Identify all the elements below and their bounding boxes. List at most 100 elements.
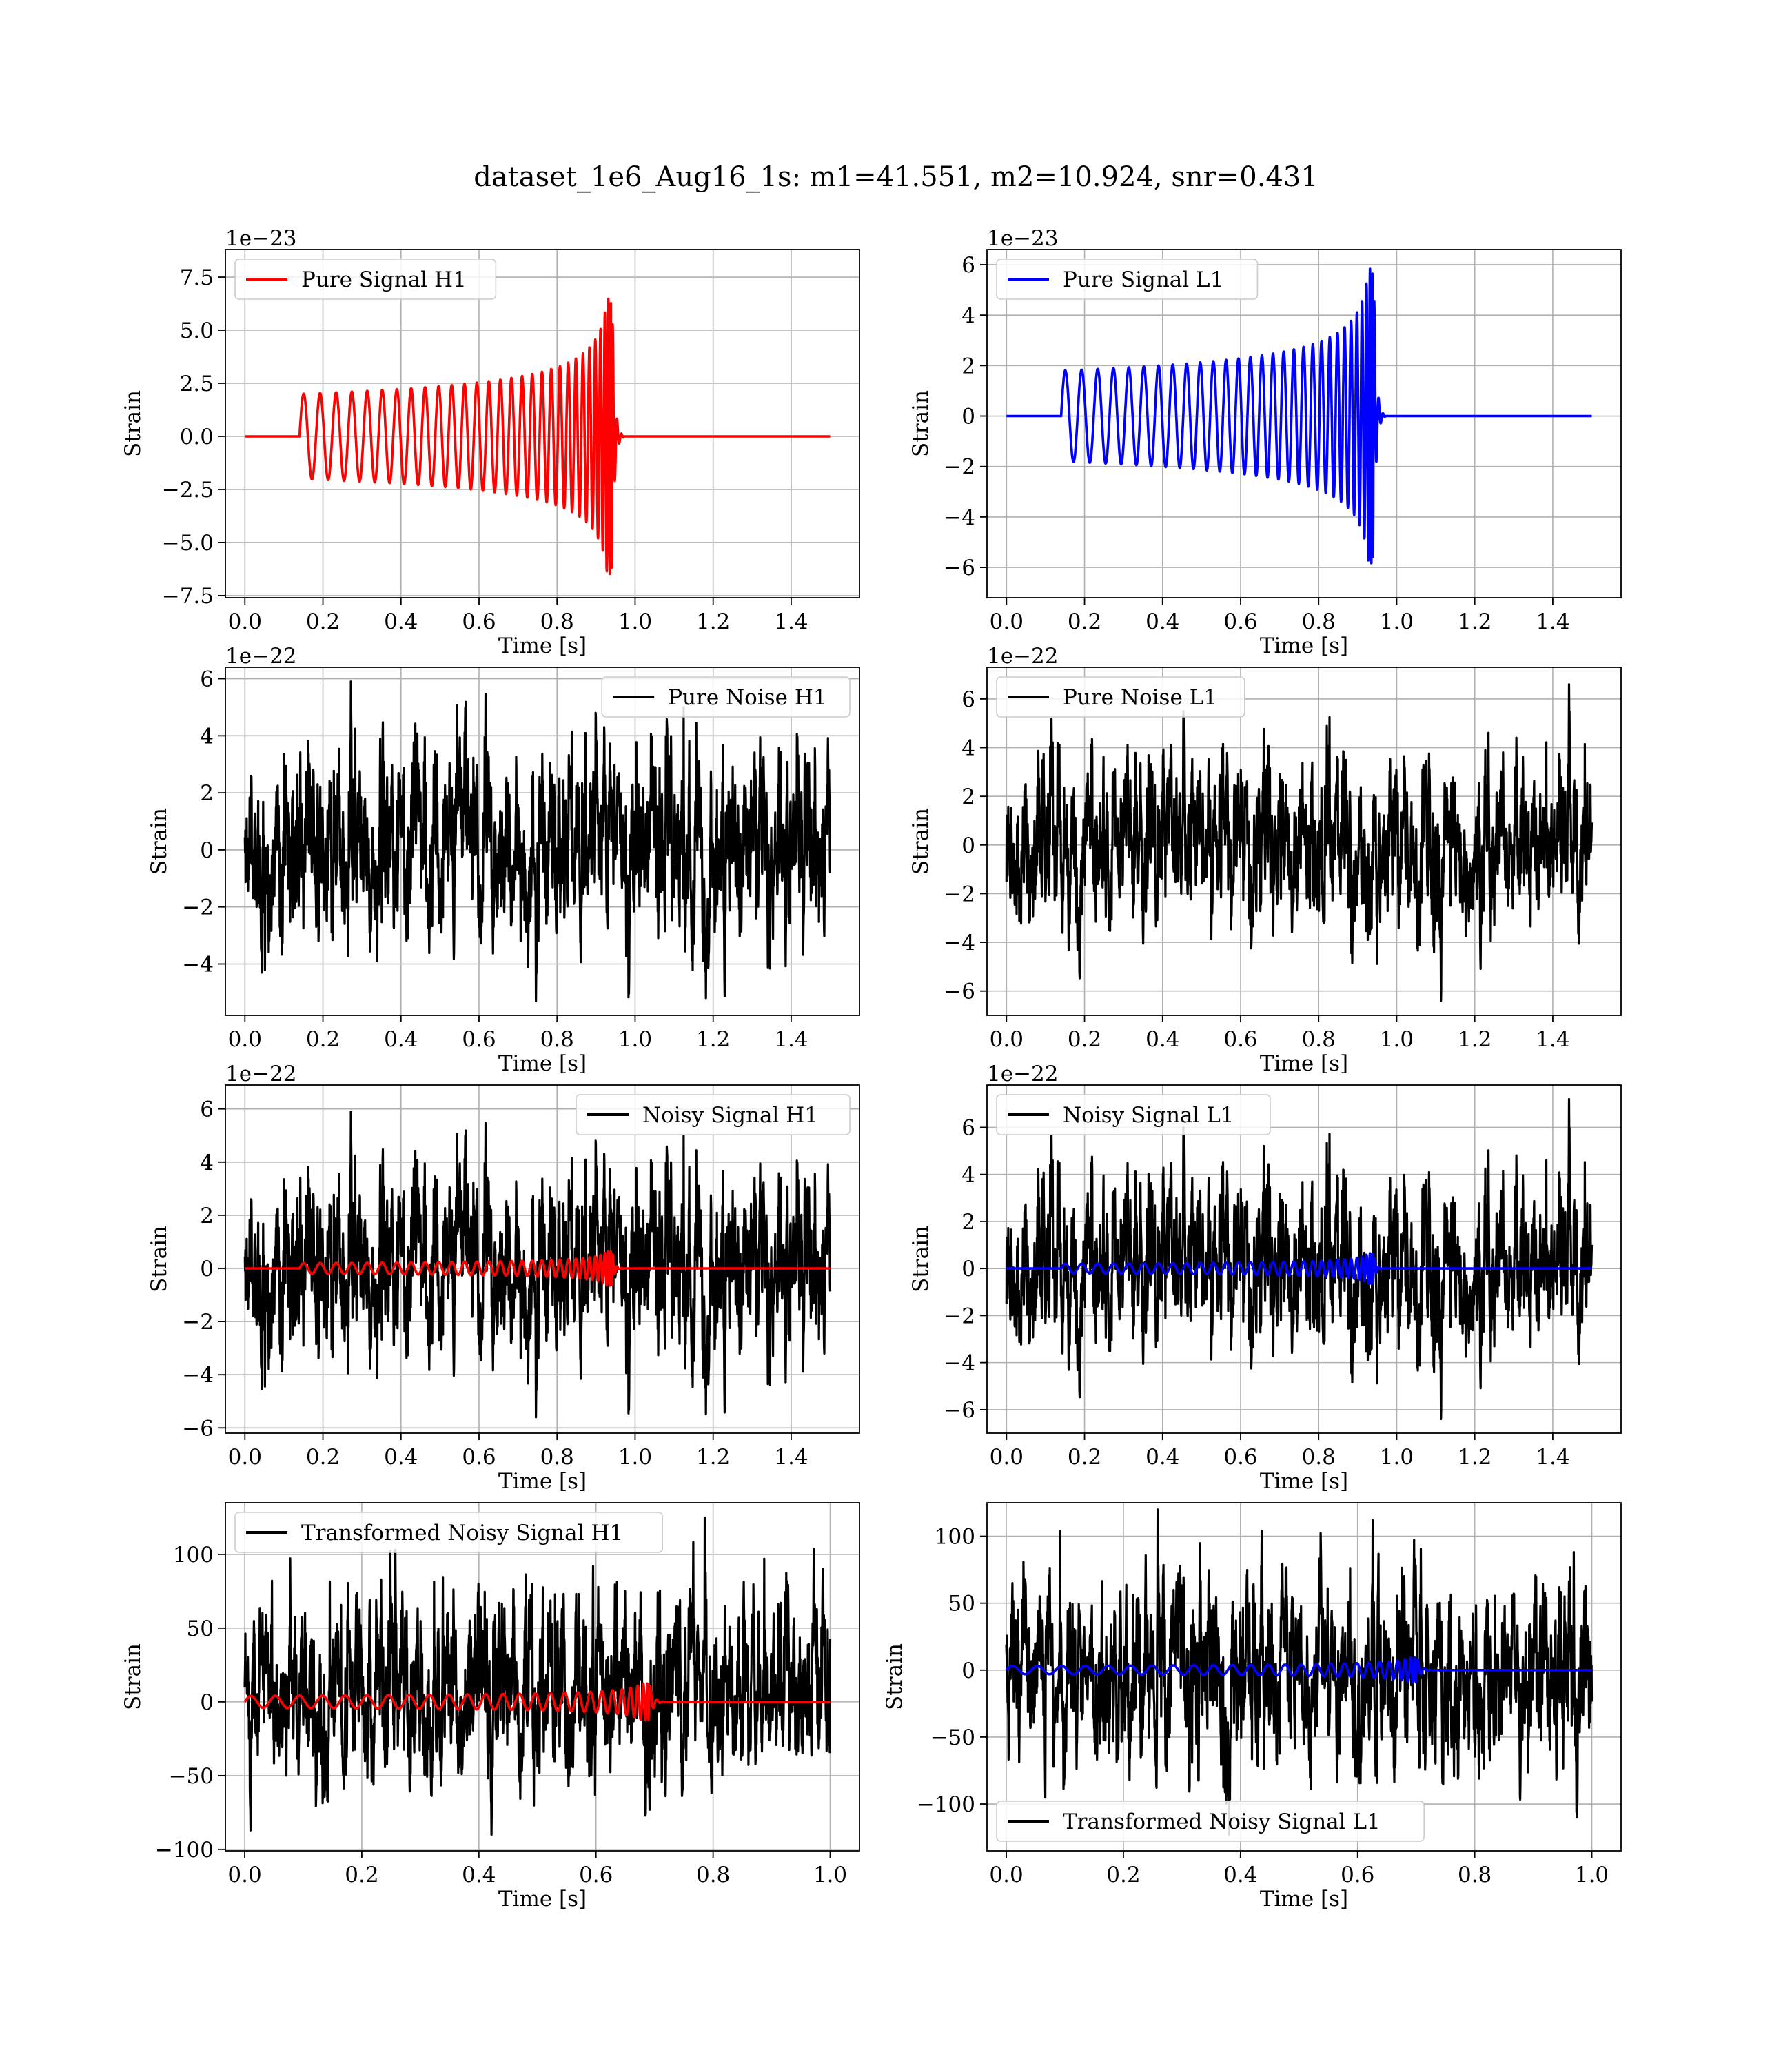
axis-offset-text: 1e−23 (987, 226, 1059, 251)
x-tick-label: 0.8 (540, 609, 574, 634)
legend-frame (996, 258, 1259, 300)
x-tick-label: 1.4 (774, 1445, 808, 1470)
y-tick-label: 0 (200, 1690, 214, 1715)
series-line-noise (243, 680, 832, 1002)
x-tick-label: 0.8 (696, 1863, 730, 1887)
x-tick-label: 0.6 (462, 1027, 496, 1052)
y-tick-label: −100 (917, 1792, 975, 1817)
axes-frame (225, 1084, 860, 1434)
subplot-noisy-signal-l1: 0.0 0.2 0.4 0.6 0.8 1.0 1.2 1.4 −6 −4 −2 0 2 4 6 Time [… (908, 1062, 1622, 1494)
subplot-noisy-signal-h1: 0.0 0.2 0.4 0.6 0.8 1.0 1.2 1.4 −6 −4 −2 0 2 4 6 Time [… (147, 1062, 860, 1494)
legend-label: Transformed Noisy Signal H1 (301, 1521, 623, 1545)
legend-label: Pure Noise H1 (668, 685, 826, 710)
legend-label: Pure Signal L1 (1063, 267, 1223, 292)
y-axis-label: Strain (147, 808, 172, 875)
y-axis-label: Strain (121, 1643, 145, 1710)
series-line-noise (243, 1516, 832, 1836)
x-tick-label: 1.2 (696, 609, 730, 634)
charts-container: 0.0 0.2 0.4 0.6 0.8 1.0 1.2 1.4 −7.5 −5.0 −2.5 0.0 2… (121, 226, 1622, 1912)
x-tick-label: 0.4 (1146, 609, 1179, 634)
x-tick-label: 1.2 (696, 1445, 730, 1470)
axes-frame (225, 249, 860, 598)
x-tick-label: 0.6 (462, 609, 496, 634)
y-tick-label: −4 (944, 505, 975, 530)
legend-label: Pure Noise L1 (1063, 685, 1217, 710)
x-tick-label: 1.4 (1536, 609, 1569, 634)
series-line-noise (1005, 1508, 1594, 1836)
subplot-transformed-noisy-signal-h1: 0.0 0.2 0.4 0.6 0.8 1.0 −100 −50 0 50 100 Time [s] S… (121, 1502, 860, 1912)
subplot-transformed-noisy-signal-l1: 0.0 0.2 0.4 0.6 0.8 1.0 −100 −50 0 50 100 Time [s] S… (882, 1502, 1622, 1912)
x-tick-label: 1.0 (618, 1445, 652, 1470)
x-tick-label: 0.0 (990, 1027, 1024, 1052)
legend: Pure Signal H1 (234, 258, 497, 300)
y-tick-label: 0 (961, 405, 975, 429)
y-tick-label: −2.5 (162, 478, 214, 503)
y-tick-label: 4 (961, 736, 975, 761)
y-tick-label: 0 (961, 833, 975, 858)
x-axis-label: Time [s] (498, 633, 587, 658)
y-tick-label: 2 (961, 354, 975, 378)
legend: Pure Noise L1 (996, 676, 1245, 718)
y-axis-label: Strain (121, 390, 145, 457)
y-axis-label: Strain (147, 1226, 172, 1292)
x-tick-label: 1.4 (1536, 1027, 1569, 1052)
legend-frame (996, 1094, 1271, 1135)
axis-offset-text: 1e−23 (225, 226, 297, 251)
legend-label: Transformed Noisy Signal L1 (1063, 1810, 1381, 1834)
x-tick-label: 0.2 (306, 1027, 340, 1052)
x-axis-label: Time [s] (498, 1887, 587, 1912)
y-tick-label: 4 (961, 303, 975, 328)
x-tick-label: 0.2 (306, 1445, 340, 1470)
y-axis-label: Strain (908, 390, 933, 457)
y-tick-label: 2 (200, 781, 214, 806)
y-tick-label: −2 (944, 882, 975, 906)
y-tick-label: −50 (930, 1725, 975, 1750)
x-tick-label: 0.0 (228, 1445, 262, 1470)
figure-suptitle: dataset_1e6_Aug16_1s: m1=41.551, m2=10.9… (474, 161, 1318, 193)
axes-frame (986, 1502, 1622, 1852)
x-axis-label: Time [s] (498, 1051, 587, 1076)
y-tick-label: −50 (169, 1764, 214, 1789)
x-tick-label: 0.2 (306, 609, 340, 634)
y-tick-label: 6 (200, 667, 214, 692)
y-tick-label: 50 (187, 1616, 214, 1641)
series-line-signal (243, 1682, 831, 1722)
axis-offset-text: 1e−22 (987, 1062, 1059, 1086)
x-tick-label: 1.4 (774, 1027, 808, 1052)
y-tick-label: 0 (961, 1257, 975, 1281)
x-tick-label: 0.6 (1341, 1863, 1374, 1887)
legend: Noisy Signal H1 (576, 1094, 851, 1135)
legend: Transformed Noisy Signal L1 (996, 1801, 1425, 1842)
axis-offset-text: 1e−22 (225, 644, 297, 669)
axes-frame (225, 667, 860, 1016)
x-tick-label: 0.4 (462, 1863, 496, 1887)
x-tick-label: 0.2 (1068, 1445, 1101, 1470)
series-line-noise (1005, 1097, 1594, 1421)
x-tick-label: 0.6 (1223, 1445, 1257, 1470)
x-tick-label: 0.0 (990, 1445, 1024, 1470)
y-tick-label: 0 (200, 838, 214, 863)
x-tick-label: 1.0 (618, 1027, 652, 1052)
y-tick-label: −6 (944, 556, 975, 580)
x-tick-label: 0.4 (384, 609, 418, 634)
legend-frame (234, 1512, 664, 1553)
x-tick-label: 1.4 (1536, 1445, 1569, 1470)
y-tick-label: −2 (944, 1304, 975, 1328)
x-tick-label: 1.2 (1458, 609, 1491, 634)
x-tick-label: 0.6 (1223, 609, 1257, 634)
x-axis-label: Time [s] (498, 1469, 587, 1494)
x-tick-label: 1.2 (1458, 1445, 1491, 1470)
legend: Pure Signal L1 (996, 258, 1259, 300)
x-tick-label: 0.8 (1302, 1445, 1336, 1470)
x-tick-label: 0.8 (1458, 1863, 1491, 1887)
y-tick-label: 6 (200, 1097, 214, 1122)
x-tick-label: 0.2 (1068, 1027, 1101, 1052)
x-tick-label: 1.0 (813, 1863, 847, 1887)
y-tick-label: −6 (944, 980, 975, 1004)
series-line-noise (1005, 683, 1594, 1002)
legend-label: Noisy Signal H1 (642, 1103, 818, 1128)
x-tick-label: 0.4 (1146, 1445, 1179, 1470)
y-tick-label: 50 (948, 1592, 975, 1616)
axes-frame (986, 1084, 1622, 1434)
